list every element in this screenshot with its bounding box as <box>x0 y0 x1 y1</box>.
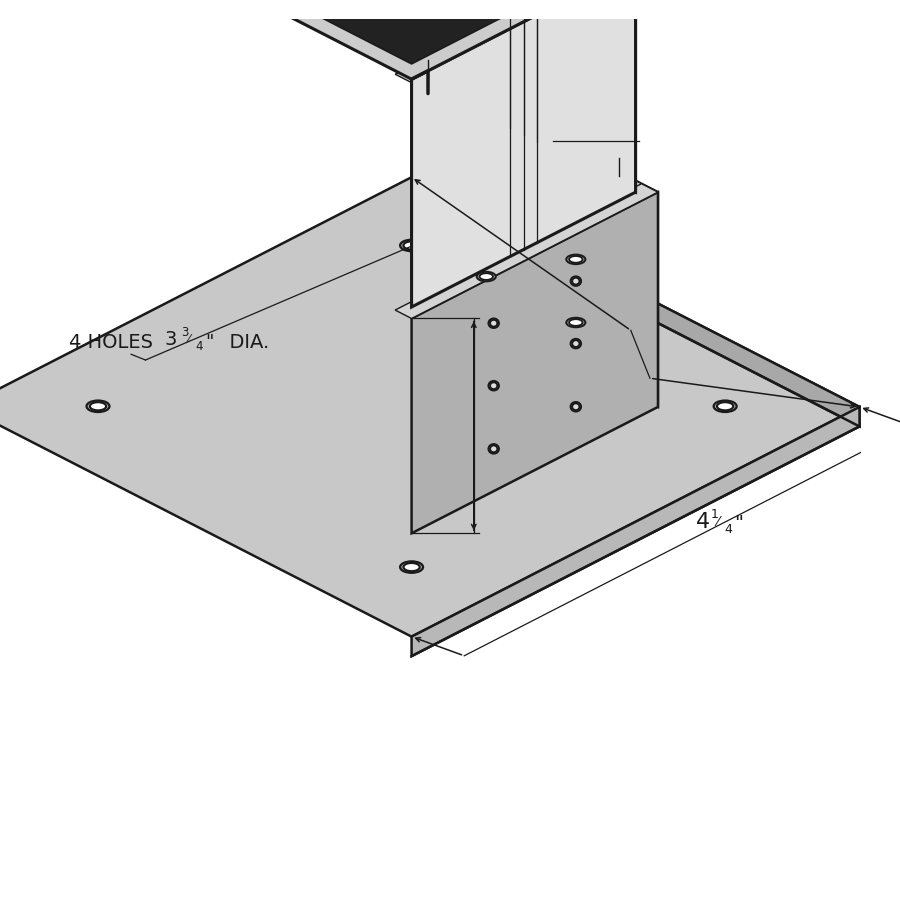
Ellipse shape <box>489 444 499 454</box>
Text: 4: 4 <box>591 132 599 146</box>
Text: ": " <box>524 401 533 420</box>
Ellipse shape <box>480 148 493 154</box>
Ellipse shape <box>714 400 736 412</box>
Polygon shape <box>411 177 860 427</box>
Text: 3: 3 <box>485 399 500 418</box>
Ellipse shape <box>90 402 106 410</box>
Polygon shape <box>395 66 658 201</box>
Text: 4: 4 <box>696 512 710 532</box>
Ellipse shape <box>403 563 419 572</box>
Polygon shape <box>187 0 635 79</box>
Polygon shape <box>411 0 635 192</box>
Text: 1: 1 <box>711 508 719 520</box>
Polygon shape <box>411 66 658 407</box>
Ellipse shape <box>477 146 496 156</box>
Ellipse shape <box>571 402 581 411</box>
Ellipse shape <box>400 562 423 572</box>
Polygon shape <box>411 192 658 534</box>
Ellipse shape <box>566 192 585 202</box>
Ellipse shape <box>477 272 496 282</box>
Ellipse shape <box>480 274 493 280</box>
Ellipse shape <box>571 338 581 348</box>
Text: 1: 1 <box>500 394 508 408</box>
Ellipse shape <box>571 276 581 286</box>
Ellipse shape <box>566 318 585 328</box>
Ellipse shape <box>566 255 585 265</box>
Ellipse shape <box>491 446 498 452</box>
Polygon shape <box>395 184 658 319</box>
Text: 1: 1 <box>578 117 586 130</box>
Polygon shape <box>411 407 860 656</box>
Ellipse shape <box>572 278 580 284</box>
Text: 3: 3 <box>562 122 577 141</box>
Ellipse shape <box>572 403 580 410</box>
Text: ⁄: ⁄ <box>717 515 719 529</box>
Ellipse shape <box>569 320 582 326</box>
Text: 4: 4 <box>724 523 733 536</box>
Ellipse shape <box>491 382 498 389</box>
Ellipse shape <box>86 400 110 412</box>
Ellipse shape <box>717 402 734 410</box>
Text: 2: 2 <box>514 410 522 423</box>
Text: 6": 6" <box>566 345 590 364</box>
Ellipse shape <box>480 210 493 217</box>
Polygon shape <box>218 0 606 64</box>
Ellipse shape <box>489 381 499 391</box>
Text: 3: 3 <box>165 330 177 349</box>
Ellipse shape <box>403 241 419 249</box>
Text: ⁄: ⁄ <box>584 124 586 139</box>
Ellipse shape <box>569 194 582 200</box>
Text: 4 HOLES: 4 HOLES <box>69 333 153 352</box>
Polygon shape <box>411 0 635 307</box>
Polygon shape <box>0 177 860 636</box>
Ellipse shape <box>569 256 582 263</box>
Text: ": " <box>601 122 610 140</box>
Text: ": " <box>205 333 213 351</box>
Text: 3: 3 <box>181 326 188 338</box>
Text: ⁄: ⁄ <box>507 401 508 416</box>
Ellipse shape <box>400 239 423 251</box>
Text: ⁄: ⁄ <box>187 333 190 346</box>
Ellipse shape <box>489 319 499 328</box>
Ellipse shape <box>491 320 498 327</box>
Ellipse shape <box>477 209 496 218</box>
Text: 4: 4 <box>195 340 203 353</box>
Text: ": " <box>734 514 743 533</box>
Text: DIA.: DIA. <box>217 333 269 352</box>
Ellipse shape <box>572 340 580 347</box>
